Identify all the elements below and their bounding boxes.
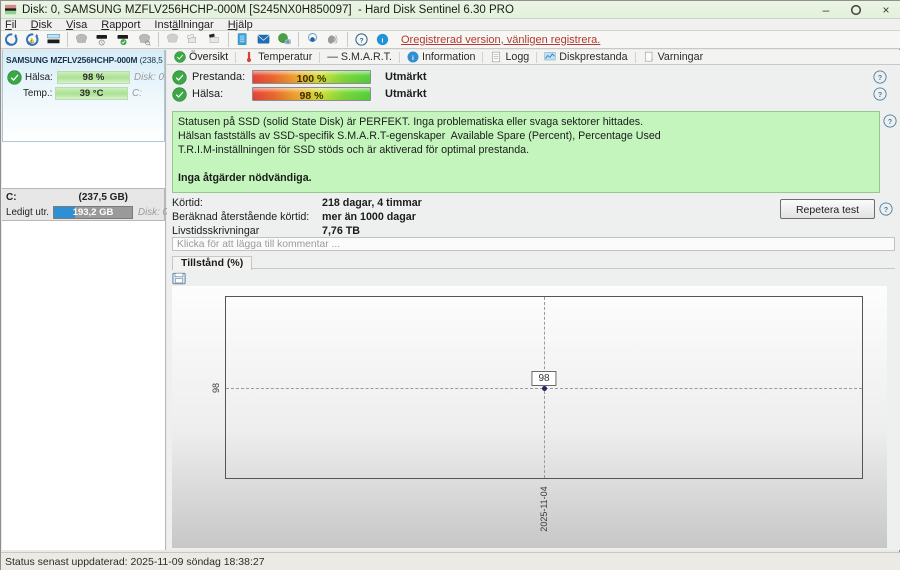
svg-text:?: ? — [878, 92, 882, 99]
svg-text:!: ! — [31, 39, 32, 43]
svg-text:i: i — [412, 55, 414, 62]
svg-text:?: ? — [884, 207, 888, 214]
svg-text:i: i — [382, 38, 384, 45]
svg-text:?: ? — [878, 75, 882, 82]
svg-text:?: ? — [888, 119, 892, 126]
svg-text:?: ? — [359, 38, 363, 45]
